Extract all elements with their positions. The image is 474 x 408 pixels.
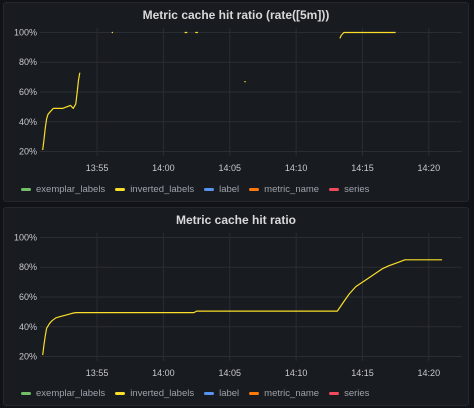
legend-item-exemplar-labels[interactable]: exemplar_labels xyxy=(21,388,105,399)
legend-swatch xyxy=(204,392,215,395)
y-tick-label: 40% xyxy=(19,117,37,127)
legend-label: label xyxy=(219,184,240,195)
chart-panel-rate: Metric cache hit ratio (rate([5m])) 20% 4… xyxy=(3,2,469,202)
line-chart: 20% 40% 60% 80% 100% 13:55 14:00 14:05 14:10 14:1… xyxy=(14,27,462,173)
legend-item-metric-name[interactable]: metric_name xyxy=(249,388,319,399)
x-tick-label: 14:00 xyxy=(152,163,175,173)
legend-swatch xyxy=(249,188,260,191)
legend-swatch xyxy=(115,188,126,191)
y-tick-label: 100% xyxy=(14,232,37,242)
x-tick-label: 14:05 xyxy=(219,163,242,173)
x-tick-label: 13:55 xyxy=(86,163,109,173)
legend-swatch xyxy=(249,392,260,395)
y-tick-label: 80% xyxy=(19,262,37,272)
legend-item-inverted-labels[interactable]: inverted_labels xyxy=(115,184,194,195)
legend-swatch xyxy=(21,392,31,395)
legend-item-metric-name[interactable]: metric_name xyxy=(249,184,319,195)
legend-item-label[interactable]: label xyxy=(204,388,239,399)
legend-label: series xyxy=(344,184,370,195)
panel-title: Metric cache hit ratio xyxy=(175,213,297,227)
legend-swatch xyxy=(329,188,340,191)
x-tick-label: 14:10 xyxy=(285,163,308,173)
series-line-inverted-labels xyxy=(42,259,443,356)
x-tick-label: 13:55 xyxy=(86,368,109,378)
legend-label: label xyxy=(219,388,240,399)
x-tick-label: 14:10 xyxy=(285,368,308,378)
panel-title: Metric cache hit ratio (rate([5m])) xyxy=(142,8,330,22)
legend-label: series xyxy=(344,388,370,399)
legend-swatch xyxy=(21,188,31,191)
legend-item-inverted-labels[interactable]: inverted_labels xyxy=(115,388,194,399)
legend: exemplar_labels inverted_labels label me… xyxy=(21,388,369,399)
chart-panel-ratio: Metric cache hit ratio 20% 40% 60% 80% 100% 1… xyxy=(3,207,469,406)
legend-item-label[interactable]: label xyxy=(204,184,239,195)
x-tick-label: 14:20 xyxy=(418,368,441,378)
legend-label: exemplar_labels xyxy=(36,184,106,195)
legend-label: inverted_labels xyxy=(130,184,195,195)
x-tick-label: 14:15 xyxy=(351,368,374,378)
line-chart: 20% 40% 60% 80% 100% 13:55 14:00 14:05 14:10 14:1… xyxy=(14,232,462,378)
series-line-inverted-labels xyxy=(42,72,81,151)
x-tick-label: 14:15 xyxy=(351,163,374,173)
y-tick-label: 20% xyxy=(19,352,37,362)
legend-swatch xyxy=(329,392,340,395)
legend-label: exemplar_labels xyxy=(36,388,106,399)
legend-swatch xyxy=(115,392,126,395)
x-tick-label: 14:20 xyxy=(418,163,441,173)
series-line-inverted-labels xyxy=(339,31,396,39)
legend-item-series[interactable]: series xyxy=(329,184,369,195)
y-tick-label: 40% xyxy=(19,322,37,332)
y-tick-label: 80% xyxy=(19,57,37,67)
legend-label: metric_name xyxy=(264,388,320,399)
y-tick-label: 60% xyxy=(19,292,37,302)
x-tick-label: 14:05 xyxy=(219,368,242,378)
legend-item-series[interactable]: series xyxy=(329,388,369,399)
y-tick-label: 20% xyxy=(19,147,37,157)
legend: exemplar_labels inverted_labels label me… xyxy=(21,184,369,195)
legend-swatch xyxy=(204,188,215,191)
legend-item-exemplar-labels[interactable]: exemplar_labels xyxy=(21,184,105,195)
legend-label: metric_name xyxy=(264,184,320,195)
x-tick-label: 14:00 xyxy=(152,368,175,378)
y-tick-label: 60% xyxy=(19,87,37,97)
legend-label: inverted_labels xyxy=(130,388,195,399)
y-tick-label: 100% xyxy=(14,27,37,37)
